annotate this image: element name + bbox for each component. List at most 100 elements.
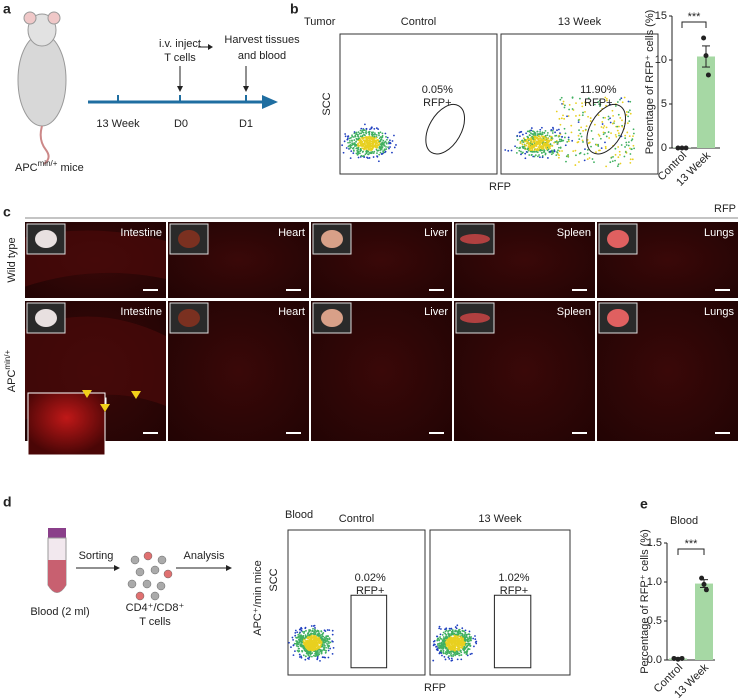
mouse-label-part: mice bbox=[57, 162, 83, 174]
cytometry-dot bbox=[306, 650, 309, 653]
cytometry-dot bbox=[516, 138, 519, 141]
mouse-illustration bbox=[17, 11, 67, 165]
cytometry-dot bbox=[291, 636, 294, 639]
cytometry-dot bbox=[460, 651, 463, 654]
cytometry-dot bbox=[388, 142, 390, 145]
cytometry-dot bbox=[376, 138, 379, 141]
cytometry-dot bbox=[601, 123, 604, 125]
cytometry-dot bbox=[328, 629, 331, 632]
cytometry-dot bbox=[474, 635, 476, 637]
cytometry-dot bbox=[391, 140, 394, 142]
cytometry-dot bbox=[322, 640, 324, 643]
cytometry-dot bbox=[525, 132, 528, 135]
cytometry-dot bbox=[618, 125, 620, 128]
significance: *** bbox=[685, 538, 699, 550]
cytometry-dot bbox=[318, 632, 321, 635]
cytometry-dot bbox=[453, 634, 456, 637]
cytometry-dot bbox=[359, 129, 362, 132]
cytometry-dot bbox=[531, 135, 533, 138]
cytometry-dot bbox=[557, 146, 560, 149]
cytometry-dot bbox=[530, 129, 533, 132]
cytometry-dot bbox=[545, 146, 547, 149]
cytometry-dot bbox=[604, 147, 607, 150]
cytometry-dot bbox=[357, 143, 359, 146]
cytometry-dot bbox=[575, 154, 577, 157]
cytometry-dot bbox=[365, 148, 367, 151]
cytometry-dot bbox=[526, 142, 528, 145]
organ-label: Liver bbox=[424, 227, 448, 239]
cytometry-dot bbox=[369, 136, 372, 139]
cytometry-dot bbox=[459, 646, 461, 649]
cytometry-dot bbox=[617, 146, 620, 148]
cytometry-dot bbox=[321, 645, 323, 648]
cytometry-dot bbox=[580, 126, 583, 129]
cytometry-dot bbox=[438, 652, 441, 655]
cytometry-dot bbox=[293, 642, 296, 645]
cytometry-dot bbox=[558, 117, 561, 120]
cytometry-dot bbox=[315, 641, 318, 644]
cytometry-dot bbox=[319, 637, 322, 639]
cytometry-dot bbox=[542, 143, 545, 145]
cytometry-dot bbox=[605, 97, 608, 100]
cytometry-dot bbox=[593, 103, 596, 106]
cytometry-dot bbox=[457, 649, 460, 652]
cytometry-dot bbox=[599, 137, 602, 140]
cytometry-dot bbox=[331, 633, 334, 636]
cytometry-dot bbox=[372, 133, 375, 136]
cytometry-dot bbox=[454, 626, 457, 628]
cytometry-dot bbox=[532, 155, 535, 158]
cytometry-dot bbox=[308, 649, 311, 651]
cytometry-dot bbox=[557, 149, 559, 152]
cytometry-dot bbox=[445, 635, 447, 638]
gate-percent: 0.02% bbox=[355, 572, 386, 584]
cytometry-dot bbox=[451, 640, 454, 643]
cytometry-dot bbox=[454, 651, 457, 654]
cytometry-dot bbox=[619, 98, 621, 101]
cytometry-dot bbox=[342, 151, 345, 154]
cytometry-dot bbox=[461, 627, 464, 630]
panel-label: a bbox=[3, 1, 11, 17]
arrowhead bbox=[131, 391, 141, 399]
cytometry-dot bbox=[575, 102, 577, 104]
cytometry-dot bbox=[544, 153, 547, 156]
cytometry-dot bbox=[352, 149, 355, 152]
cytometry-dot bbox=[632, 132, 635, 135]
cytometry-dot bbox=[449, 641, 452, 643]
cell bbox=[157, 555, 167, 565]
data-point bbox=[675, 656, 681, 662]
cytometry-dot bbox=[309, 629, 312, 632]
cytometry-dot bbox=[294, 634, 297, 637]
cytometry-dot bbox=[297, 633, 300, 636]
cytometry-dot bbox=[630, 139, 633, 142]
cytometry-dot bbox=[292, 644, 295, 647]
cytometry-dot bbox=[436, 635, 439, 638]
cytometry-dot bbox=[438, 639, 441, 642]
cell bbox=[135, 591, 145, 601]
cytometry-dot bbox=[313, 633, 316, 636]
cytometry-dot bbox=[586, 158, 589, 161]
cytometry-dot bbox=[551, 145, 554, 147]
cytometry-dot bbox=[614, 105, 617, 107]
cytometry-dot bbox=[607, 118, 610, 121]
cytometry-dot bbox=[455, 627, 458, 630]
cytometry-dot bbox=[365, 142, 367, 145]
step-text: and blood bbox=[238, 50, 286, 62]
cytometry-dot bbox=[602, 133, 605, 136]
cytometry-dot bbox=[515, 152, 518, 154]
timeline-label: D1 bbox=[239, 118, 253, 130]
cytometry-dot bbox=[351, 134, 353, 137]
cytometry-dot bbox=[617, 113, 620, 116]
cytometry-dot bbox=[584, 102, 587, 105]
cytometry-dot bbox=[370, 133, 373, 136]
cytometry-dot bbox=[459, 649, 462, 652]
cytometry-dot bbox=[582, 141, 584, 143]
cytometry-dot bbox=[367, 150, 370, 153]
cytometry-dot bbox=[444, 652, 447, 655]
cytometry-dot bbox=[357, 148, 360, 150]
cytometry-dot bbox=[603, 125, 606, 127]
cytometry-dot bbox=[378, 137, 381, 140]
cytometry-dot bbox=[597, 133, 600, 136]
cytometry-dot bbox=[306, 641, 309, 643]
cytometry-dot bbox=[348, 147, 351, 150]
cytometry-dot bbox=[559, 123, 562, 126]
